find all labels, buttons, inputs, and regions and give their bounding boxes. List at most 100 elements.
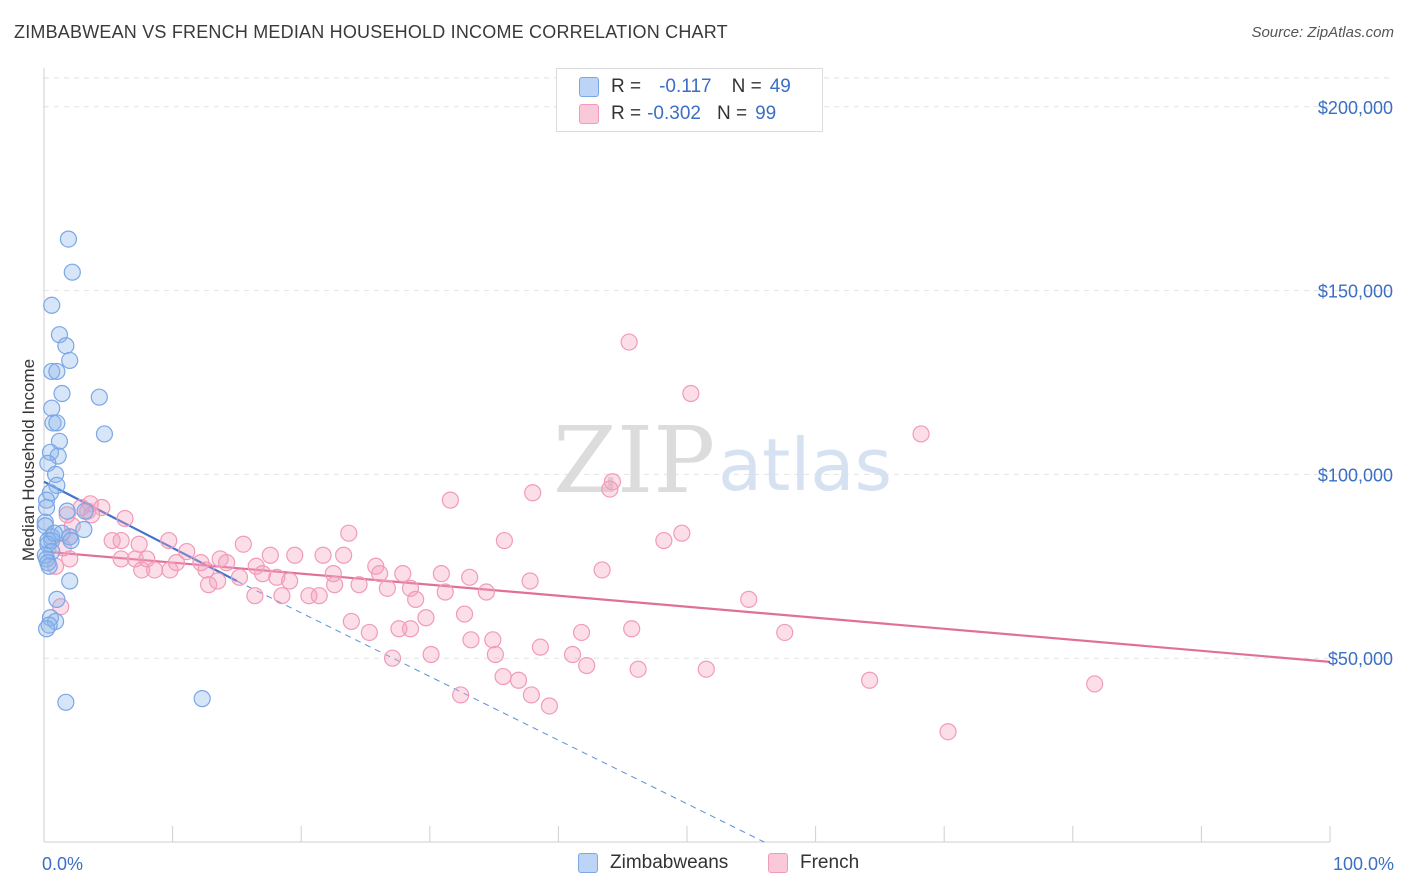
data-point-zimbabweans	[58, 502, 76, 520]
data-point-french	[432, 565, 450, 583]
data-point-zimbabweans	[95, 425, 114, 443]
data-point-french	[360, 623, 378, 642]
data-point-french	[116, 509, 134, 528]
data-point-french	[1086, 675, 1104, 693]
data-point-french	[521, 572, 539, 590]
data-point-french	[486, 645, 504, 664]
y-tick-label: $200,000	[1318, 98, 1393, 118]
data-point-french	[629, 660, 647, 678]
legend-r-value: -0.302	[647, 103, 701, 124]
y-tick-label: $150,000	[1318, 282, 1393, 302]
trend-line-french	[43, 550, 1331, 663]
y-axis-title: Median Household Income	[19, 359, 38, 561]
data-point-french	[436, 583, 454, 601]
correlation-legend: R = -0.117 N = 49 R = -0.302 N = 99	[556, 68, 823, 132]
data-point-french	[540, 697, 558, 715]
data-point-french	[234, 535, 252, 553]
grid-lines	[44, 77, 1394, 659]
legend-row-french: R = -0.302 N = 99	[579, 100, 784, 128]
data-point-french	[494, 667, 512, 686]
data-point-french	[417, 609, 435, 627]
data-point-zimbabweans	[50, 432, 69, 450]
data-point-french	[246, 587, 264, 605]
data-point-french	[161, 561, 179, 579]
x-tick-label: 100.0%	[1333, 854, 1394, 874]
data-point-zimbabweans	[48, 590, 66, 608]
data-point-french	[378, 579, 396, 597]
data-point-french	[461, 568, 479, 586]
data-point-french	[218, 554, 236, 572]
data-point-french	[401, 579, 420, 597]
data-point-french	[281, 572, 299, 590]
data-point-french	[300, 587, 318, 605]
data-point-french	[160, 531, 178, 550]
data-point-french	[340, 524, 358, 542]
legend-label-french: French	[800, 852, 860, 873]
data-point-zimbabweans	[43, 296, 61, 314]
data-point-french	[197, 561, 215, 579]
data-point-zimbabweans	[36, 513, 54, 531]
data-point-french	[422, 645, 440, 664]
data-point-french	[697, 660, 715, 678]
chart-source: Source: ZipAtlas.com	[1251, 24, 1394, 41]
data-point-zimbabweans	[61, 351, 79, 370]
data-point-french	[314, 546, 332, 564]
data-point-french	[145, 561, 164, 579]
y-tick-label: $50,000	[1328, 649, 1393, 669]
data-point-zimbabweans	[75, 520, 93, 539]
data-point-zimbabweans	[62, 531, 80, 550]
legend-r-value: -0.117	[659, 76, 712, 97]
data-point-french	[563, 645, 582, 664]
legend-n-label: N =	[716, 103, 748, 124]
data-point-zimbabweans	[57, 337, 75, 355]
data-point-zimbabweans	[37, 498, 56, 517]
trend-line-zimbabweans-extension	[236, 580, 765, 843]
data-point-french	[776, 623, 794, 642]
data-point-french	[61, 550, 79, 568]
x-tick-label: 0.0%	[42, 854, 83, 874]
data-point-french	[522, 686, 540, 704]
data-point-french	[261, 546, 279, 564]
data-point-french	[455, 605, 474, 623]
data-point-zimbabweans	[59, 230, 78, 248]
data-point-zimbabweans	[40, 557, 58, 575]
data-point-french	[939, 723, 957, 741]
data-point-french	[133, 561, 151, 579]
data-point-french	[200, 576, 218, 594]
data-point-french	[601, 480, 619, 498]
data-point-french	[477, 583, 495, 601]
data-point-zimbabweans	[90, 388, 108, 406]
legend-item-french: French	[768, 852, 859, 874]
data-point-french	[620, 333, 638, 351]
data-point-french	[335, 546, 353, 564]
data-point-zimbabweans	[44, 414, 62, 432]
data-point-french	[655, 531, 673, 550]
data-point-french	[273, 587, 291, 605]
watermark: ZIP atlas	[553, 407, 892, 514]
legend-n-value: 49	[769, 76, 791, 97]
watermark-zip: ZIP	[553, 407, 715, 514]
watermark-atlas: atlas	[718, 423, 892, 507]
data-point-french	[394, 565, 412, 583]
data-point-french	[673, 524, 691, 542]
trend-lines	[43, 480, 1331, 843]
data-point-french	[484, 631, 502, 649]
data-point-french	[495, 531, 513, 550]
data-point-french	[861, 671, 879, 689]
chart-title: ZIMBABWEAN VS FRENCH MEDIAN HOUSEHOLD IN…	[14, 22, 728, 42]
data-point-zimbabweans	[48, 414, 66, 432]
data-point-zimbabweans	[53, 384, 71, 403]
data-point-french	[593, 561, 611, 579]
data-point-french	[350, 576, 368, 594]
series-legend: Zimbabweans French	[0, 852, 1406, 878]
data-point-french	[230, 568, 249, 586]
legend-r-label: R =	[611, 103, 642, 124]
data-point-french	[623, 620, 641, 638]
data-point-zimbabweans	[45, 524, 63, 542]
data-point-french	[531, 638, 549, 656]
legend-swatch-blue	[578, 853, 598, 873]
data-point-zimbabweans	[63, 263, 81, 281]
data-point-french	[371, 565, 389, 583]
data-point-zimbabweans	[76, 502, 94, 520]
